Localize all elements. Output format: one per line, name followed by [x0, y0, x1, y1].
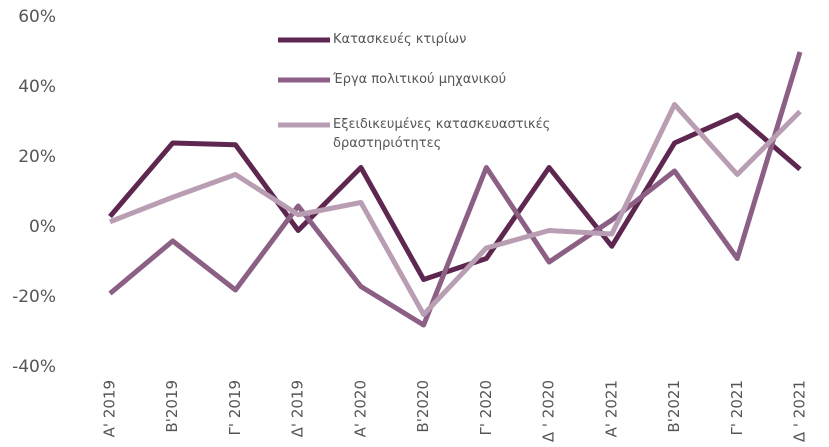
x-tick-label: Β'2019 — [163, 380, 181, 433]
y-tick-label: -40% — [12, 357, 56, 377]
y-tick-label: 0% — [29, 217, 56, 237]
x-tick-label: Δ' 2019 — [289, 380, 307, 437]
y-tick-label: 20% — [18, 147, 56, 167]
y-tick-label: 40% — [18, 77, 56, 97]
series-line — [108, 112, 802, 282]
x-tick-label: Δ ' 2020 — [540, 380, 558, 442]
x-tick-label: Α' 2019 — [101, 380, 119, 437]
x-tick-label: Γ' 2021 — [728, 380, 746, 435]
y-tick-label: 60% — [18, 7, 56, 27]
x-tick-label: Γ' 2019 — [226, 380, 244, 435]
x-tick-label: Α' 2020 — [351, 380, 369, 437]
x-tick-label: Β'2020 — [414, 380, 432, 433]
x-tick-label: Α' 2021 — [602, 380, 620, 437]
series-line — [109, 102, 802, 317]
legend-label: Έργα πολιτικού μηχανικού — [333, 72, 507, 87]
legend-label: Κατασκευές κτιρίων — [333, 32, 467, 47]
y-tick-label: -20% — [12, 287, 56, 307]
x-tick-label: Β'2021 — [665, 380, 683, 433]
x-tick-label: Γ' 2020 — [477, 380, 495, 435]
x-tick-label: Δ ' 2021 — [791, 380, 809, 442]
series-line — [108, 51, 803, 328]
legend-label: Εξειδικευμένες κατασκευαστικές δραστηριό… — [333, 117, 551, 151]
